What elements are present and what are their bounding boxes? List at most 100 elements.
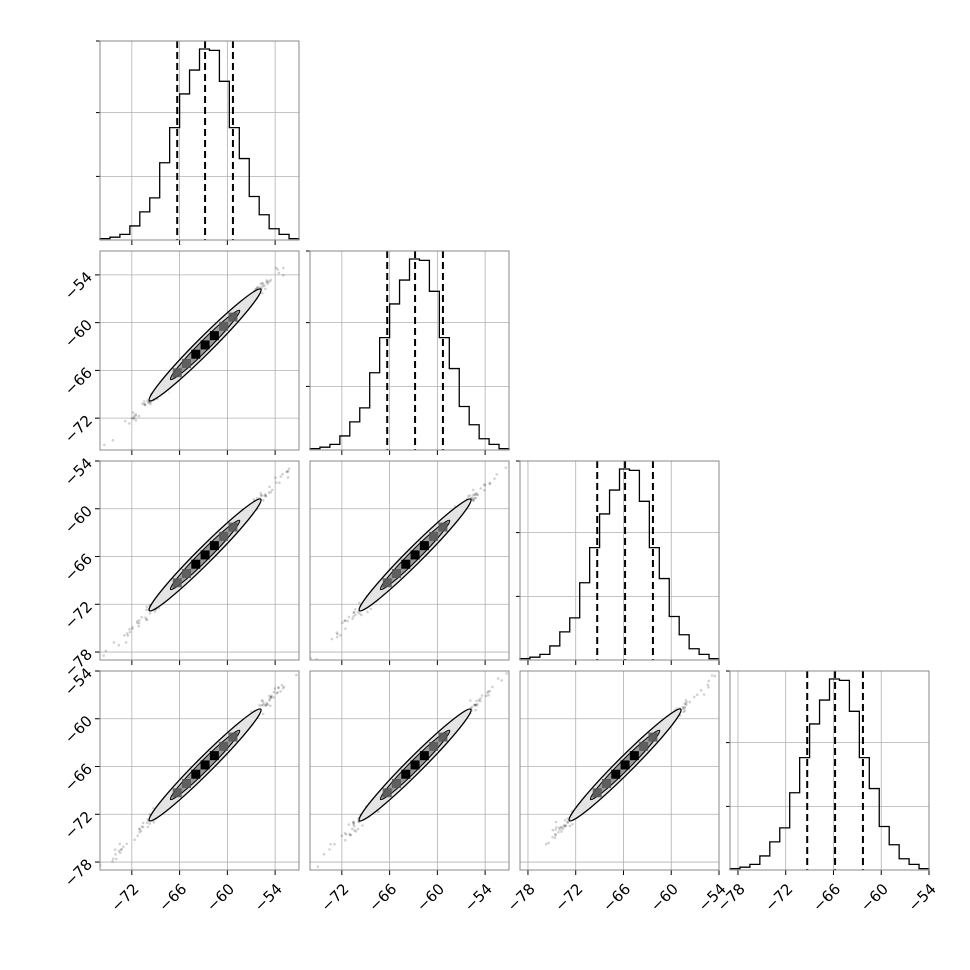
sample-point — [361, 824, 364, 827]
x-tick-label: −72 — [551, 880, 586, 915]
sample-point — [259, 494, 263, 497]
sample-point — [267, 694, 271, 698]
sample-point — [560, 826, 564, 829]
sample-point — [148, 611, 152, 615]
sample-point — [348, 833, 352, 837]
sample-point — [111, 857, 115, 861]
sample-point — [142, 400, 146, 403]
sample-point — [563, 824, 567, 827]
sample-point — [138, 618, 141, 622]
sample-point — [143, 402, 146, 406]
histogram-step — [519, 468, 720, 660]
panel-frame — [309, 250, 510, 451]
sample-point — [474, 708, 477, 712]
sample-point — [282, 266, 285, 270]
sample-point — [295, 673, 298, 677]
sample-point — [473, 703, 476, 707]
sample-point — [276, 691, 280, 694]
sample-point — [474, 703, 477, 707]
sample-point — [111, 438, 115, 442]
sample-point — [554, 832, 557, 836]
sample-point — [356, 827, 360, 831]
sample-point — [470, 705, 474, 709]
sample-point — [496, 677, 500, 680]
sample-point — [480, 694, 484, 697]
sample-point — [102, 443, 106, 447]
sample-point — [347, 615, 351, 619]
sample-point — [252, 497, 256, 501]
sample-point — [702, 693, 706, 696]
sample-point — [471, 499, 475, 502]
sample-point — [340, 834, 344, 838]
sample-point — [141, 821, 145, 825]
density-cell — [219, 531, 229, 541]
sample-point — [475, 702, 479, 706]
sample-point — [146, 825, 150, 829]
density-cell — [429, 531, 439, 541]
sample-point — [354, 608, 357, 611]
density-cell — [419, 751, 429, 761]
sample-point — [261, 703, 265, 707]
sample-point — [483, 488, 486, 492]
sample-point — [358, 612, 361, 615]
sample-point — [551, 828, 555, 832]
density-cell — [200, 340, 210, 350]
density-cell — [172, 578, 182, 588]
sample-point — [131, 411, 135, 414]
sample-point — [285, 470, 288, 474]
sample-point — [277, 686, 280, 689]
sample-point — [483, 483, 487, 487]
density-cell — [382, 578, 392, 588]
panel-0-0 — [96, 40, 300, 245]
sample-point — [335, 631, 339, 634]
density-cell — [401, 559, 411, 569]
sample-point — [475, 703, 479, 707]
sample-point — [152, 820, 156, 824]
density-cell — [639, 741, 649, 751]
y-tick-label: −72 — [61, 411, 96, 446]
sample-point — [692, 695, 696, 699]
panel-2-2 — [516, 460, 720, 665]
sample-cloud — [102, 255, 299, 447]
sample-point — [353, 824, 356, 828]
x-tick-label: −60 — [647, 880, 682, 915]
sample-point — [282, 273, 285, 277]
sample-point — [261, 282, 265, 285]
sample-point — [344, 627, 347, 630]
sample-point — [504, 466, 508, 469]
density-cell — [181, 569, 191, 579]
panel-frame — [309, 670, 510, 871]
sample-point — [120, 847, 124, 851]
sample-point — [281, 472, 284, 476]
sample-point — [473, 493, 476, 496]
sample-point — [114, 853, 117, 856]
sample-point — [269, 696, 273, 700]
density-cell — [620, 760, 630, 770]
sample-point — [276, 268, 280, 271]
sample-point — [707, 685, 710, 689]
sample-point — [279, 475, 283, 478]
sample-point — [739, 652, 742, 655]
sample-point — [136, 834, 139, 837]
sample-point — [351, 821, 355, 824]
sample-point — [269, 695, 273, 699]
panel-bg — [730, 671, 929, 870]
sample-point — [722, 667, 725, 670]
sample-point — [475, 492, 479, 496]
density-cell — [200, 550, 210, 560]
sample-point — [351, 827, 354, 831]
histogram-step — [99, 48, 300, 240]
sample-point — [554, 820, 558, 824]
sample-point — [258, 704, 261, 707]
sample-point — [303, 665, 306, 668]
sample-point — [377, 810, 380, 813]
sample-point — [706, 683, 710, 687]
sample-point — [119, 848, 123, 852]
sample-point — [138, 827, 141, 831]
sample-point — [278, 481, 281, 485]
sample-point — [125, 842, 129, 846]
x-tick-label: −54 — [461, 880, 496, 915]
density-cell — [228, 732, 238, 742]
density-cell — [391, 779, 401, 789]
sample-point — [138, 827, 141, 831]
